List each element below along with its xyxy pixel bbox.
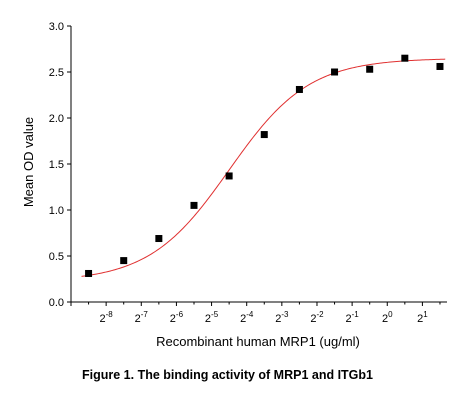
y-tick-label: 3.0 bbox=[49, 21, 64, 33]
data-points bbox=[85, 54, 444, 277]
data-point bbox=[85, 269, 93, 277]
fit-curve bbox=[81, 58, 446, 277]
y-tick-label: 2.0 bbox=[49, 113, 64, 125]
figure-caption: Figure 1. The binding activity of MRP1 a… bbox=[82, 368, 373, 382]
x-axis: 2-8 2-7 2-6 2-5 2-4 2-3 2-2 2-1 20 21 bbox=[70, 302, 441, 325]
data-point bbox=[155, 235, 163, 243]
x-tick-label: 2-8 bbox=[100, 310, 114, 325]
x-tick-label: 2-2 bbox=[310, 310, 324, 325]
chart: 0.0 0.5 1.0 1.5 2.0 2.5 3.0 2-8 2-7 2-6 2-5 2-4 2-3… bbox=[21, 21, 447, 349]
y-axis: 0.0 0.5 1.0 1.5 2.0 2.5 3.0 bbox=[49, 21, 71, 309]
y-tick-label: 1.0 bbox=[49, 205, 64, 217]
data-point bbox=[260, 131, 268, 139]
data-point bbox=[401, 54, 409, 62]
data-point bbox=[331, 68, 339, 76]
y-tick-label: 0.0 bbox=[49, 297, 64, 309]
data-point bbox=[366, 65, 374, 73]
x-tick-label: 2-5 bbox=[205, 310, 219, 325]
x-tick-label: 2-6 bbox=[170, 310, 184, 325]
x-tick-label: 2-7 bbox=[135, 310, 149, 325]
y-tick-label: 2.5 bbox=[49, 67, 64, 79]
y-tick-label: 1.5 bbox=[49, 159, 64, 171]
x-axis-label: Recombinant human MRP1 (ug/ml) bbox=[156, 334, 360, 349]
x-tick-label: 2-4 bbox=[240, 310, 254, 325]
data-point bbox=[295, 85, 303, 93]
y-tick-label: 0.5 bbox=[49, 251, 64, 263]
axes bbox=[70, 26, 447, 303]
y-axis-label: Mean OD value bbox=[21, 117, 36, 207]
data-point bbox=[225, 172, 233, 180]
x-tick-label: 21 bbox=[417, 310, 428, 325]
data-point bbox=[120, 257, 128, 265]
x-tick-label: 20 bbox=[382, 310, 393, 325]
data-point bbox=[190, 201, 198, 209]
x-tick-label: 2-3 bbox=[275, 310, 289, 325]
x-tick-label: 2-1 bbox=[345, 310, 359, 325]
data-point bbox=[436, 62, 444, 70]
